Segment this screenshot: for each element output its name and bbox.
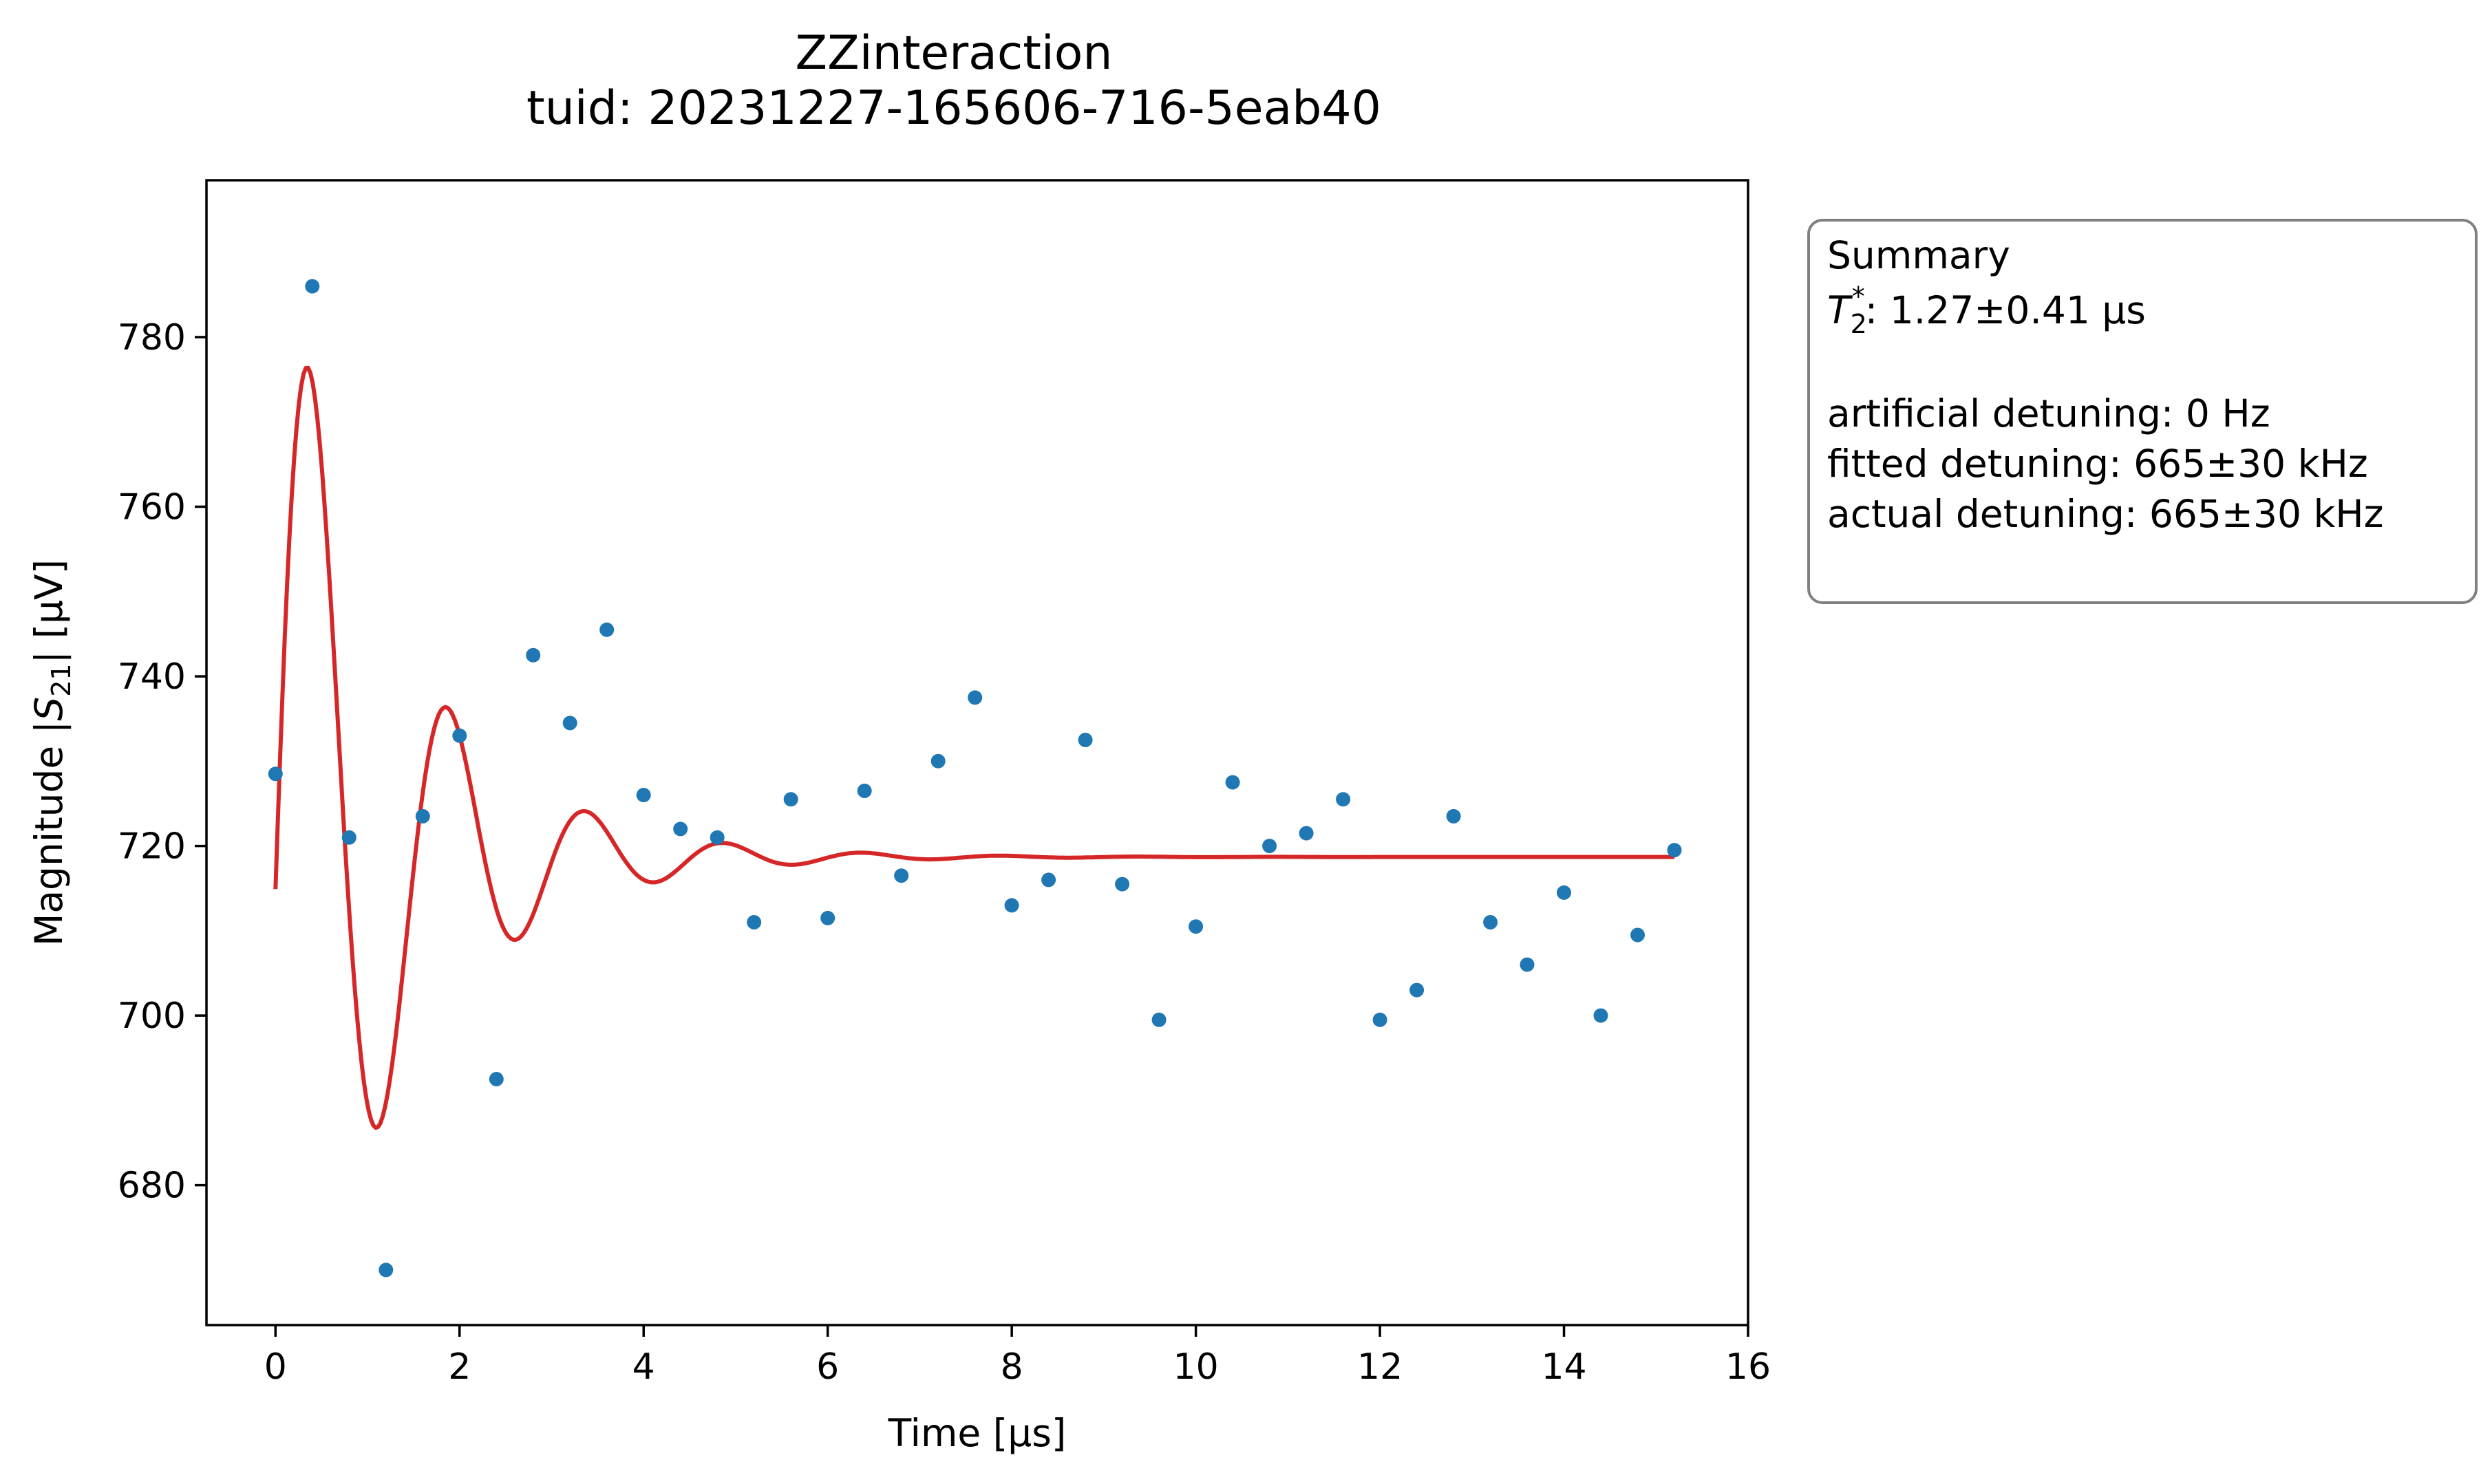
data-point [1262, 839, 1277, 854]
x-tick-label: 8 [1001, 1346, 1023, 1388]
x-tick-label: 16 [1725, 1346, 1771, 1388]
y-tick-label: 720 [118, 826, 186, 868]
data-point [1483, 915, 1498, 929]
y-tick-label: 760 [118, 487, 186, 528]
summary-artificial-detuning: artificial detuning: 0 Hz [1827, 391, 2270, 435]
data-point [1630, 927, 1645, 943]
data-point [341, 830, 356, 845]
axes [205, 179, 1749, 1326]
data-point [1004, 898, 1019, 913]
data-point [268, 766, 283, 782]
plot-frame [205, 179, 1749, 1326]
x-tick-label: 2 [448, 1346, 471, 1388]
x-tick-label: 0 [264, 1346, 287, 1388]
data-point [599, 622, 615, 637]
data-point [379, 1262, 394, 1278]
data-points-layer [268, 279, 1682, 1278]
data-point [1299, 826, 1314, 841]
data-point [1225, 775, 1240, 790]
summary-t2-value: : 1.27±0.41 µs [1865, 288, 2146, 332]
data-point [415, 808, 430, 824]
data-point [1336, 792, 1351, 807]
x-tick-label: 12 [1357, 1346, 1403, 1388]
data-point [783, 792, 798, 807]
data-point [930, 753, 946, 768]
summary-t2-sup: * [1852, 281, 1865, 312]
y-ticks: 680 700 720 740 760 780 [118, 317, 206, 1207]
summary-t2-sub: 2 [1851, 309, 1867, 339]
data-point [1409, 982, 1425, 998]
y-axis-label: Magnitude |S21| [µV] [27, 559, 76, 946]
fit-curve-layer [273, 365, 1674, 1130]
data-point [1372, 1012, 1387, 1027]
data-point [452, 728, 467, 743]
y-axis-label-prefix: Magnitude | [27, 721, 72, 946]
data-point [1520, 957, 1535, 972]
summary-fitted-detuning: fitted detuning: 665±30 kHz [1827, 442, 2368, 486]
x-tick-label: 4 [632, 1346, 655, 1388]
x-tick-label: 10 [1173, 1346, 1219, 1388]
data-point [820, 910, 835, 925]
x-axis-label: Time [µs] [888, 1411, 1067, 1455]
x-tick-label: 14 [1541, 1346, 1586, 1388]
data-point [1041, 872, 1056, 888]
chart-subtitle: tuid: 20231227-165606-716-5eab40 [526, 81, 1381, 136]
chart-title: ZZinteraction [796, 26, 1113, 80]
fit-curve [273, 365, 1674, 1130]
data-point [305, 279, 320, 294]
data-point [673, 821, 688, 837]
summary-heading: Summary [1827, 233, 2010, 277]
y-tick-label: 700 [118, 996, 186, 1037]
x-ticks: 0 2 4 6 8 10 12 14 16 [264, 1325, 1771, 1388]
summary-box: Summary T2*: 1.27±0.41 µs artificial det… [1807, 219, 2478, 604]
y-axis-label-suffix: | [µV] [27, 559, 72, 664]
data-point [562, 716, 577, 731]
data-point [526, 647, 541, 663]
data-point [1115, 877, 1130, 892]
summary-actual-detuning: actual detuning: 665±30 kHz [1827, 492, 2384, 536]
data-point [1078, 733, 1093, 747]
y-tick-label: 780 [118, 317, 186, 358]
data-point [1667, 843, 1682, 858]
data-point [894, 868, 909, 883]
data-point [1557, 885, 1571, 900]
summary-t2-symbol: T [1827, 288, 1853, 332]
data-point [636, 788, 651, 803]
data-point [747, 915, 762, 929]
x-tick-label: 6 [816, 1346, 839, 1388]
data-point [710, 830, 725, 845]
data-point [1189, 919, 1204, 934]
data-point [1593, 1008, 1608, 1023]
y-tick-label: 740 [118, 656, 186, 698]
y-axis-label-symbol: S [27, 697, 71, 721]
data-point [857, 784, 872, 798]
y-tick-label: 680 [118, 1165, 186, 1207]
y-axis-label-subscript: 21 [46, 663, 76, 696]
data-point [968, 690, 983, 705]
summary-t2: T2*: 1.27±0.41 µs [1827, 281, 2146, 339]
summary-box-frame [1807, 219, 2478, 604]
data-point [1446, 808, 1461, 824]
data-point [1151, 1012, 1167, 1027]
data-point [489, 1072, 504, 1086]
